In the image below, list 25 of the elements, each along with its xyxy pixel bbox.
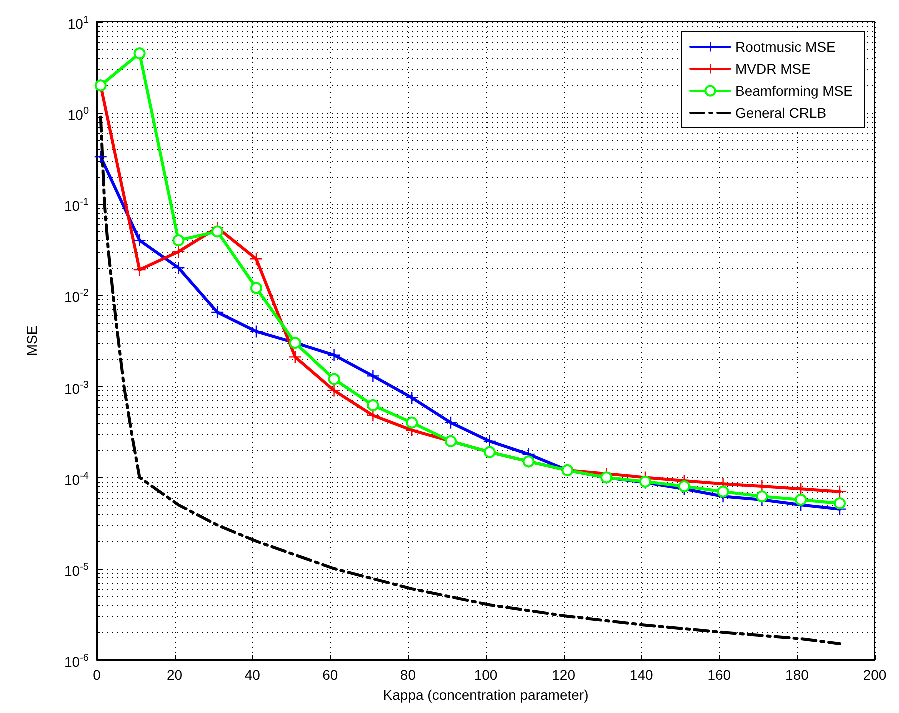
legend-label: Beamforming MSE <box>736 83 853 99</box>
y-axis-title: MSE <box>24 326 40 356</box>
y-tick-label: 10$^{-2}$ <box>64 288 89 306</box>
x-tick-label: 80 <box>400 667 416 683</box>
x-axis-title: Kappa (concentration parameter) <box>383 687 589 703</box>
x-tick-label: 0 <box>93 667 102 683</box>
y-tick-label: 10$^{-1}$ <box>64 197 89 214</box>
legend-label: MVDR MSE <box>736 61 811 77</box>
legend-label: Rootmusic MSE <box>736 39 836 55</box>
x-tick-label: 100 <box>474 667 498 683</box>
x-tick-label: 40 <box>244 667 261 683</box>
legend-label: General CRLB <box>736 105 827 121</box>
x-tick-label: 120 <box>552 667 576 683</box>
y-tick-label: 10$^{-4}$ <box>64 470 89 488</box>
x-tick-label: 140 <box>630 667 654 683</box>
y-tick-label: 10$^{-5}$ <box>64 562 89 579</box>
x-tick-label: 200 <box>863 667 887 683</box>
y-tick-label: 10$^{-6}$ <box>64 653 89 670</box>
x-tick-label: 180 <box>786 667 810 683</box>
x-tick-label: 60 <box>322 667 338 683</box>
y-tick-label: 10$^{0}$ <box>66 106 89 124</box>
x-tick-label: 160 <box>708 667 732 683</box>
x-tick-label: 20 <box>167 667 183 683</box>
y-tick-label: 10$^{-3}$ <box>64 380 89 397</box>
y-tick-label: 10$^{1}$ <box>66 15 89 32</box>
